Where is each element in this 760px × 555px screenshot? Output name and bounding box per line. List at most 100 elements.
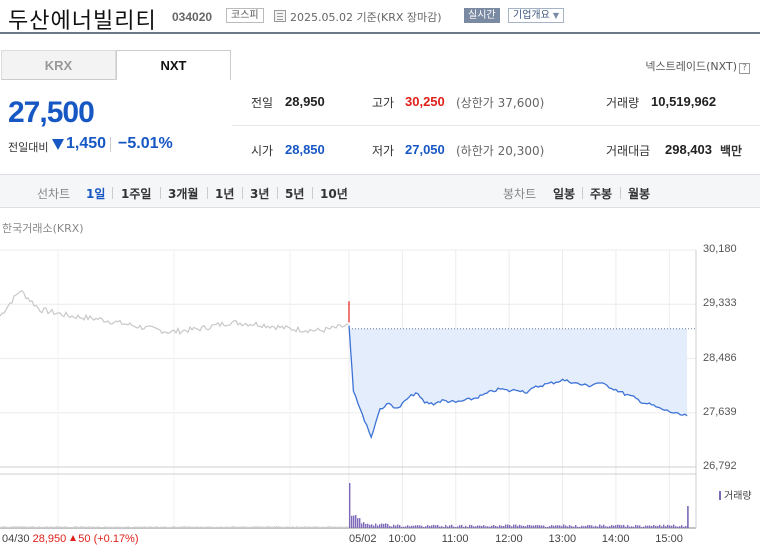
volume-bar bbox=[342, 526, 344, 528]
volume-bar bbox=[539, 525, 541, 528]
volume-bar bbox=[513, 524, 515, 528]
volume-bar bbox=[383, 523, 385, 528]
volume-bar bbox=[212, 526, 214, 528]
volume-bar bbox=[443, 526, 445, 528]
volume-bar bbox=[312, 526, 314, 528]
volume-bar bbox=[411, 525, 413, 528]
volume-bar bbox=[563, 524, 565, 528]
candle-monthly[interactable]: 월봉 bbox=[628, 187, 651, 201]
help-icon[interactable]: ? bbox=[739, 63, 750, 74]
amount-label: 거래대금 bbox=[606, 144, 651, 158]
volume-bar bbox=[280, 526, 282, 528]
period-3m[interactable]: 3개월 bbox=[168, 187, 199, 201]
volume-bar bbox=[246, 526, 248, 528]
volume-bar bbox=[318, 526, 320, 528]
volume-bar bbox=[575, 524, 577, 528]
chevron-down-icon: ▼ bbox=[552, 11, 559, 20]
volume-bar bbox=[555, 525, 557, 528]
volume-bar bbox=[559, 525, 561, 528]
volume-bar bbox=[431, 525, 433, 528]
nextrade-link-label: 넥스트레이드(NXT) bbox=[645, 60, 737, 73]
chart-grid bbox=[0, 249, 697, 529]
volume-bar bbox=[439, 526, 441, 528]
volume-bar bbox=[260, 526, 262, 528]
period-1w[interactable]: 1주일 bbox=[121, 187, 152, 201]
volume-bar bbox=[60, 526, 62, 528]
volume-bar bbox=[671, 525, 673, 528]
volume-bar bbox=[607, 526, 609, 528]
x-tick-label: 13:00 bbox=[548, 533, 577, 545]
price-line bbox=[348, 325, 688, 440]
tab-krx[interactable]: KRX bbox=[1, 50, 116, 80]
volume-bar bbox=[599, 524, 601, 528]
volume-bar bbox=[381, 523, 383, 528]
volume-bar bbox=[397, 524, 399, 528]
volume-bar bbox=[52, 526, 54, 528]
volume-bar bbox=[288, 526, 290, 528]
volume-bar bbox=[653, 524, 655, 528]
volume-bar bbox=[46, 526, 48, 528]
volume-bar bbox=[268, 526, 270, 528]
volume-bar bbox=[463, 526, 465, 528]
volume-bar bbox=[220, 526, 222, 528]
volume-bar bbox=[581, 525, 583, 528]
volume-bar bbox=[278, 526, 280, 528]
volume-bar bbox=[168, 526, 170, 528]
volume-bar bbox=[150, 526, 152, 528]
volume-bar bbox=[353, 515, 355, 528]
volume-bar bbox=[375, 523, 377, 528]
volume-bar bbox=[525, 526, 527, 528]
volume-bar bbox=[477, 525, 479, 528]
x-tick-label: 11:00 bbox=[441, 533, 469, 545]
volume-bar bbox=[156, 526, 158, 528]
volume-bar bbox=[523, 525, 525, 528]
volume-bar bbox=[357, 518, 359, 528]
volume-bar bbox=[198, 526, 200, 528]
period-3y[interactable]: 3년 bbox=[250, 187, 270, 201]
candle-daily[interactable]: 일봉 bbox=[553, 187, 576, 201]
volume-bar bbox=[583, 526, 585, 528]
nextrade-link[interactable]: 넥스트레이드(NXT)? bbox=[645, 58, 750, 74]
volume-bar bbox=[475, 526, 477, 528]
period-10y[interactable]: 10년 bbox=[320, 187, 348, 201]
period-1y[interactable]: 1년 bbox=[215, 187, 235, 201]
volume-bar bbox=[453, 526, 455, 528]
volume-bar bbox=[172, 526, 174, 528]
volume-bar bbox=[204, 526, 206, 528]
volume-bar bbox=[677, 526, 679, 528]
volume-bar bbox=[393, 524, 395, 528]
volume-bar bbox=[369, 524, 371, 528]
volume-bar bbox=[417, 525, 419, 528]
volume-bar bbox=[413, 525, 415, 528]
volume-bar bbox=[330, 526, 332, 528]
volume-bar bbox=[521, 525, 523, 528]
volume-bar bbox=[186, 526, 188, 528]
volume-bar bbox=[302, 526, 304, 528]
volume-bar bbox=[377, 525, 379, 528]
volume-bar bbox=[134, 526, 136, 528]
y-tick-label: 27,639 bbox=[703, 405, 737, 418]
upper-limit: (상한가 37,600) bbox=[456, 96, 545, 110]
volume-bar bbox=[585, 525, 587, 528]
company-overview-button[interactable]: 기업개요 ▼ bbox=[508, 8, 564, 23]
candle-weekly[interactable]: 주봉 bbox=[590, 187, 613, 201]
divider bbox=[620, 187, 621, 199]
tab-nxt[interactable]: NXT bbox=[116, 50, 231, 80]
volume-label: 거래량 bbox=[606, 96, 640, 110]
volume-bar bbox=[595, 525, 597, 528]
prev-close-label: 전일 bbox=[251, 96, 274, 110]
volume-bar bbox=[166, 526, 168, 528]
volume-bar bbox=[531, 525, 533, 528]
volume-bar bbox=[56, 526, 58, 528]
volume-bar bbox=[176, 526, 178, 528]
period-5y[interactable]: 5년 bbox=[285, 187, 305, 201]
realtime-button[interactable]: 실시간 bbox=[464, 8, 500, 23]
price-chart[interactable] bbox=[0, 228, 760, 533]
volume-bar bbox=[100, 526, 102, 528]
volume-bar bbox=[657, 525, 659, 528]
today-series bbox=[348, 301, 696, 440]
period-1d[interactable]: 1일 bbox=[86, 187, 106, 201]
volume-bar bbox=[140, 526, 142, 528]
volume-bar bbox=[184, 526, 186, 528]
volume-bar bbox=[573, 526, 575, 528]
